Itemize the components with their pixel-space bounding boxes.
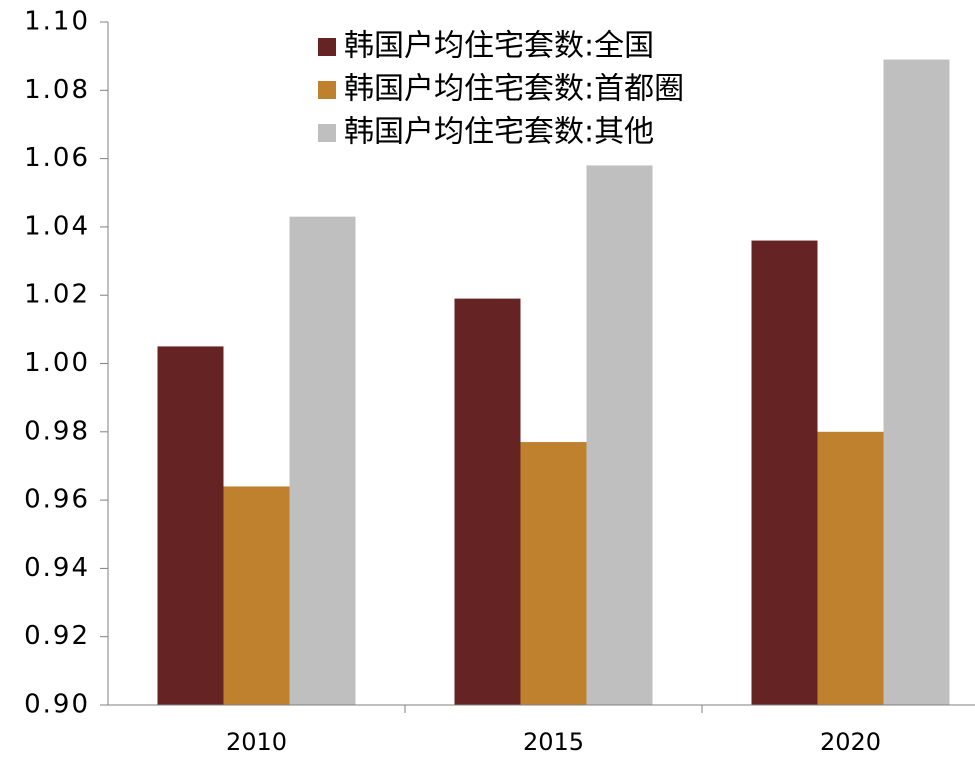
bar xyxy=(883,59,950,705)
y-tick-label: 0.92 xyxy=(24,621,90,651)
legend-label: 韩国户均住宅套数:首都圈 xyxy=(344,72,684,107)
bar xyxy=(751,240,818,705)
y-tick-label: 0.96 xyxy=(24,485,90,515)
y-tick-label: 1.04 xyxy=(24,211,90,241)
legend-swatch xyxy=(318,38,336,56)
y-tick-label: 1.08 xyxy=(24,75,90,105)
x-tick-label: 2015 xyxy=(523,728,584,756)
y-tick-label: 1.00 xyxy=(24,348,90,378)
legend-label: 韩国户均住宅套数:其他 xyxy=(344,115,654,150)
y-tick-label: 1.02 xyxy=(24,280,90,310)
y-tick-label: 1.10 xyxy=(24,7,90,37)
bar xyxy=(289,216,356,705)
bar xyxy=(454,298,521,705)
y-tick-label: 0.94 xyxy=(24,553,90,583)
bar xyxy=(520,442,587,705)
x-tick-label: 2020 xyxy=(820,728,881,756)
bar xyxy=(223,486,290,705)
legend-swatch xyxy=(318,124,336,142)
y-tick-label: 1.06 xyxy=(24,143,90,173)
x-tick-label: 2010 xyxy=(226,728,287,756)
bar xyxy=(817,431,884,705)
bar xyxy=(157,346,224,705)
y-tick-label: 0.90 xyxy=(24,690,90,720)
legend-label: 韩国户均住宅套数:全国 xyxy=(344,29,654,64)
legend-swatch xyxy=(318,81,336,99)
y-tick-label: 0.98 xyxy=(24,416,90,446)
bar xyxy=(586,165,653,705)
